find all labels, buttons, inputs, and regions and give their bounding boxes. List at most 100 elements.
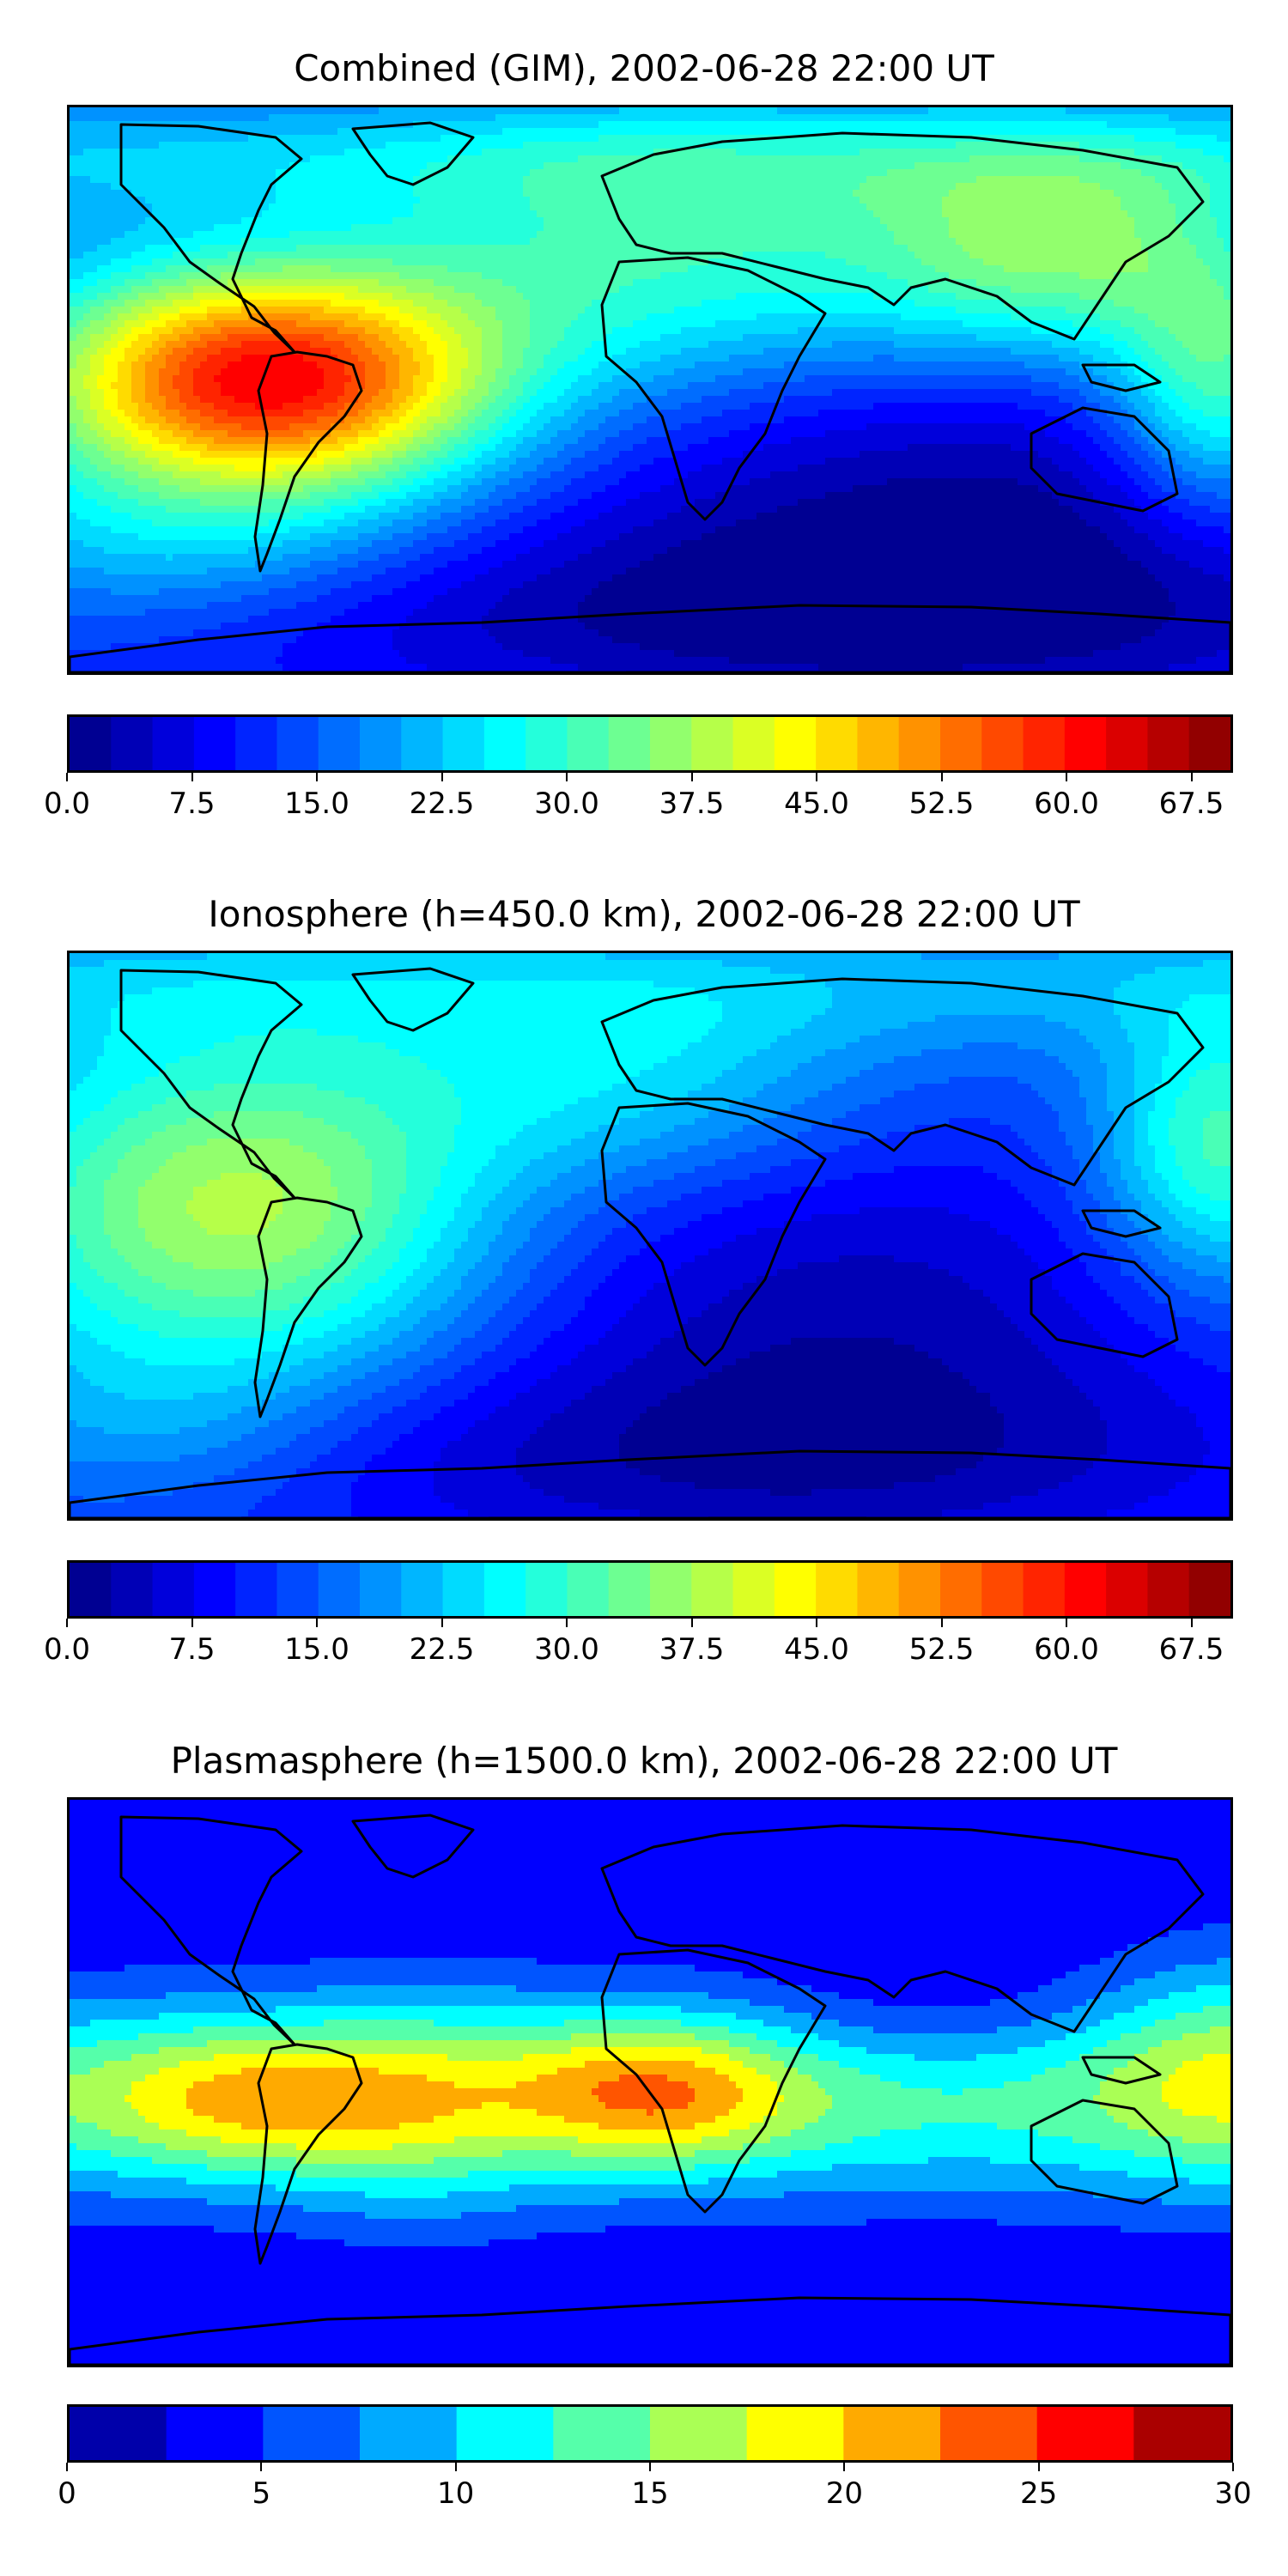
- colorbar-tick-label: 37.5: [659, 787, 725, 821]
- colorbar-level: [553, 2407, 651, 2460]
- heatmap-plot: [67, 951, 1233, 1521]
- colorbar: [67, 2404, 1233, 2463]
- coastline: [351, 967, 475, 1032]
- colorbar-tick-label: 30.0: [534, 787, 599, 821]
- coastline: [1030, 406, 1179, 513]
- colorbar-tick-mark: [191, 773, 193, 781]
- colorbar-tick-label: 45.0: [784, 787, 849, 821]
- colorbar-tick-mark: [816, 1619, 817, 1627]
- colorbar-level: [746, 2407, 844, 2460]
- colorbar-tick-mark: [66, 2463, 68, 2471]
- colorbar-level: [898, 717, 941, 770]
- colorbar-tick-mark: [1037, 2463, 1040, 2471]
- colorbar-level: [360, 2407, 458, 2460]
- coastline: [351, 1814, 475, 1879]
- colorbar-tick-mark: [816, 773, 817, 781]
- colorbar-tick-label: 15.0: [284, 1632, 349, 1667]
- colorbar-svg: [70, 717, 1230, 770]
- colorbar-tick-label: 60.0: [1034, 787, 1099, 821]
- colorbar-tick-label: 7.5: [168, 787, 215, 821]
- colorbar-ticks: 0.0 7.5 15.0 22.5 30.0 37.5 45.0 52.5 60.0 67.5: [44, 1619, 1233, 1670]
- colorbar-tick-label: 30.0: [534, 1632, 599, 1667]
- colorbar-level: [1023, 717, 1066, 770]
- coastline: [70, 2296, 1230, 2365]
- colorbar-level: [401, 717, 444, 770]
- colorbar-level: [235, 717, 278, 770]
- coastline: [119, 969, 303, 1200]
- colorbar-level: [152, 717, 195, 770]
- colorbar-level: [981, 717, 1024, 770]
- colorbar-level: [857, 717, 900, 770]
- colorbar-tick-mark: [66, 773, 68, 781]
- colorbar-ticks: 0.0 7.5 15.0 22.5 30.0 37.5 45.0 52.5 60.0 67.5: [44, 773, 1233, 824]
- colorbar-level: [442, 717, 485, 770]
- colorbar-level: [1064, 717, 1107, 770]
- colorbar-level: [360, 717, 402, 770]
- coastline: [1081, 1209, 1162, 1238]
- colorbar-level: [276, 717, 319, 770]
- coastline: [600, 1948, 827, 2214]
- coastline: [351, 121, 475, 186]
- colorbar-tick-mark: [191, 1619, 193, 1627]
- colorbar-tick-mark: [66, 1619, 68, 1627]
- coastline: [1030, 2099, 1179, 2205]
- colorbar-level: [318, 717, 361, 770]
- colorbar-tick-mark: [566, 773, 568, 781]
- colorbar-tick-label: 20: [826, 2476, 863, 2511]
- colorbar-svg: [70, 1563, 1230, 1616]
- colorbar-tick-mark: [1190, 1619, 1193, 1627]
- colorbar-level: [193, 717, 236, 770]
- colorbar-level: [774, 1563, 817, 1616]
- colorbar-level: [70, 1563, 112, 1616]
- colorbar-level: [608, 717, 651, 770]
- chart-title: Plasmasphere (h=1500.0 km), 2002-06-28 2…: [0, 1740, 1288, 1783]
- colorbar-tick-label: 10: [437, 2476, 474, 2511]
- colorbar-level: [940, 1563, 982, 1616]
- coastline: [600, 131, 1205, 341]
- coastline: [253, 350, 363, 573]
- coastline: [70, 604, 1230, 672]
- colorbar-level: [650, 717, 692, 770]
- colorbar-level: [691, 1563, 734, 1616]
- colorbar: [67, 714, 1233, 773]
- colorbar-level: [526, 717, 568, 770]
- colorbar-tick-label: 67.5: [1159, 1632, 1224, 1667]
- colorbar-level: [1188, 717, 1230, 770]
- colorbar-level: [442, 1563, 485, 1616]
- colorbar-tick-label: 0: [58, 2476, 76, 2511]
- coastline: [600, 1102, 827, 1367]
- colorbar-level: [1188, 1563, 1230, 1616]
- colorbar-tick-mark: [440, 1619, 443, 1627]
- colorbar-level: [608, 1563, 651, 1616]
- colorbar-level: [898, 1563, 941, 1616]
- coastline: [70, 1449, 1230, 1518]
- colorbar-svg: [70, 2407, 1230, 2460]
- colorbar-level: [732, 717, 775, 770]
- colorbar: [67, 1560, 1233, 1619]
- colorbar-level: [483, 717, 526, 770]
- coastline: [253, 1196, 363, 1419]
- colorbar-tick-mark: [1190, 773, 1193, 781]
- colorbar-level: [1064, 1563, 1107, 1616]
- colorbar-level: [567, 717, 610, 770]
- colorbar-tick-label: 15.0: [284, 787, 349, 821]
- colorbar-level: [235, 1563, 278, 1616]
- colorbar-tick-label: 67.5: [1159, 787, 1224, 821]
- colorbar-tick-mark: [940, 773, 943, 781]
- colorbar-tick-label: 22.5: [410, 1632, 475, 1667]
- colorbar-level: [1036, 2407, 1134, 2460]
- colorbar-tick-mark: [454, 2463, 457, 2471]
- coastline: [119, 123, 303, 354]
- colorbar-level: [166, 2407, 264, 2460]
- heatmap-plot: [67, 105, 1233, 675]
- colorbar-level: [691, 717, 734, 770]
- colorbar-level: [456, 2407, 554, 2460]
- colorbar-level: [111, 1563, 154, 1616]
- colorbar-tick-mark: [440, 773, 443, 781]
- coastline: [600, 256, 827, 521]
- colorbar-level: [483, 1563, 526, 1616]
- colorbar-tick-label: 25: [1020, 2476, 1057, 2511]
- colorbar-tick-label: 5: [252, 2476, 271, 2511]
- colorbar-level: [1106, 1563, 1149, 1616]
- coastline: [119, 1815, 303, 2046]
